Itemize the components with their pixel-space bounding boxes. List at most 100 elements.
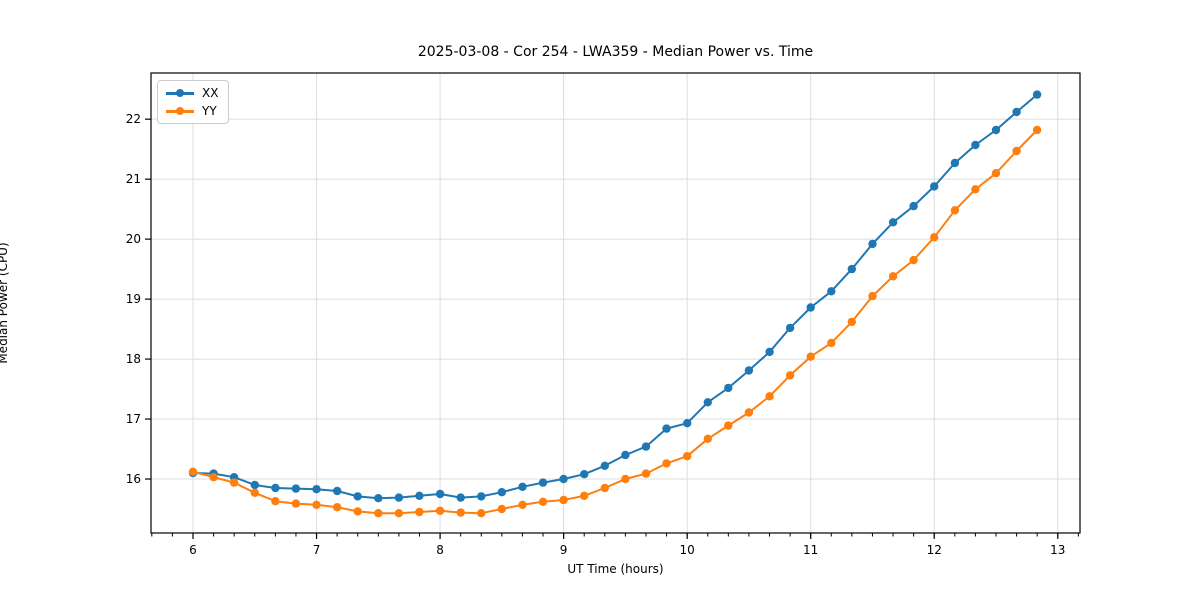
data-point-marker xyxy=(683,452,692,461)
data-point-marker xyxy=(621,474,630,484)
x-tick-label: 11 xyxy=(803,543,818,557)
data-point-marker xyxy=(250,488,259,497)
data-point-marker xyxy=(1012,107,1021,117)
x-tick-label: 10 xyxy=(680,543,695,557)
data-point-marker xyxy=(991,125,1001,135)
data-point-marker xyxy=(188,467,198,476)
data-point-marker xyxy=(333,486,342,496)
legend-label: YY xyxy=(202,104,217,118)
data-point-marker xyxy=(683,419,692,428)
legend-item-yy: YY xyxy=(166,105,218,117)
data-point-marker xyxy=(291,484,301,493)
data-point-marker xyxy=(497,504,506,514)
data-point-marker xyxy=(724,421,733,430)
data-point-marker xyxy=(518,500,527,509)
x-tick-label: 6 xyxy=(189,543,197,557)
data-point-marker xyxy=(971,140,980,150)
data-point-marker xyxy=(1012,146,1021,156)
data-point-marker xyxy=(374,494,383,503)
y-tick-label: 22 xyxy=(126,112,141,126)
y-tick-label: 19 xyxy=(126,292,141,306)
legend-line-marker-icon xyxy=(166,89,194,97)
y-tick-label: 21 xyxy=(126,172,141,186)
series-line-xx xyxy=(192,93,1038,500)
data-point-marker xyxy=(744,366,754,375)
data-point-marker xyxy=(971,185,980,194)
data-point-marker xyxy=(271,483,280,493)
data-point-marker xyxy=(1032,90,1042,99)
data-point-marker xyxy=(477,509,486,518)
data-point-marker xyxy=(271,497,280,506)
legend-line-marker-icon xyxy=(166,107,194,115)
data-point-marker xyxy=(662,424,671,433)
data-point-marker xyxy=(580,470,589,479)
data-point-marker xyxy=(374,509,383,518)
data-point-marker xyxy=(456,508,465,517)
data-point-marker xyxy=(847,317,856,327)
legend-item-xx: XX xyxy=(166,87,218,99)
data-point-marker xyxy=(435,506,445,515)
data-point-marker xyxy=(950,206,960,215)
data-point-marker xyxy=(477,492,486,501)
data-point-marker xyxy=(724,383,733,393)
data-point-marker xyxy=(662,459,671,468)
data-point-marker xyxy=(765,392,774,401)
data-point-marker xyxy=(868,239,877,249)
series-line-yy xyxy=(192,129,1038,515)
data-point-marker xyxy=(785,371,795,380)
data-point-marker xyxy=(580,491,589,500)
x-tick-label: 12 xyxy=(927,543,942,557)
data-point-marker xyxy=(600,483,609,493)
legend-label: XX xyxy=(202,86,219,100)
data-point-marker xyxy=(888,272,898,281)
data-point-marker xyxy=(333,503,342,512)
data-point-marker xyxy=(909,255,918,265)
data-point-marker xyxy=(394,493,404,502)
chart-title: 2025-03-08 - Cor 254 - LWA359 - Median P… xyxy=(417,44,814,60)
data-point-marker xyxy=(291,499,301,508)
data-point-marker xyxy=(353,507,362,516)
data-point-marker xyxy=(930,182,939,191)
data-point-marker xyxy=(909,201,918,211)
data-point-marker xyxy=(991,169,1001,178)
y-tick-label: 20 xyxy=(126,232,141,246)
data-point-marker xyxy=(538,497,548,506)
x-tick-label: 8 xyxy=(436,543,444,557)
data-point-marker xyxy=(868,291,877,301)
data-point-marker xyxy=(538,478,548,487)
data-point-marker xyxy=(559,474,568,484)
data-point-marker xyxy=(1032,125,1042,135)
x-axis-label: UT Time (hours) xyxy=(567,562,664,576)
data-point-marker xyxy=(703,398,712,407)
data-point-marker xyxy=(559,495,568,505)
data-point-marker xyxy=(806,303,815,312)
data-point-marker xyxy=(435,489,445,499)
y-tick-label: 16 xyxy=(126,472,141,486)
data-point-marker xyxy=(518,482,527,491)
y-axis-label: Median Power (CPU) xyxy=(0,242,10,364)
data-point-marker xyxy=(950,158,960,168)
data-point-marker xyxy=(312,485,321,494)
y-tick-label: 17 xyxy=(126,412,141,426)
data-point-marker xyxy=(806,352,815,361)
data-point-marker xyxy=(888,218,898,227)
data-point-marker xyxy=(744,408,754,417)
data-point-marker xyxy=(827,287,836,296)
data-point-marker xyxy=(930,233,939,242)
data-point-marker xyxy=(456,493,465,502)
legend: XX YY xyxy=(157,80,230,124)
x-tick-label: 9 xyxy=(560,543,568,557)
data-point-marker xyxy=(497,488,506,497)
plot-border xyxy=(150,72,1081,534)
y-tick-label: 18 xyxy=(126,352,141,366)
data-point-marker xyxy=(415,491,424,500)
data-point-marker xyxy=(641,442,651,451)
data-point-marker xyxy=(353,492,362,501)
data-point-marker xyxy=(765,347,774,357)
data-point-marker xyxy=(621,450,630,460)
data-point-marker xyxy=(250,480,259,490)
data-point-marker xyxy=(312,500,321,509)
data-point-marker xyxy=(847,264,856,274)
data-point-marker xyxy=(209,473,218,482)
